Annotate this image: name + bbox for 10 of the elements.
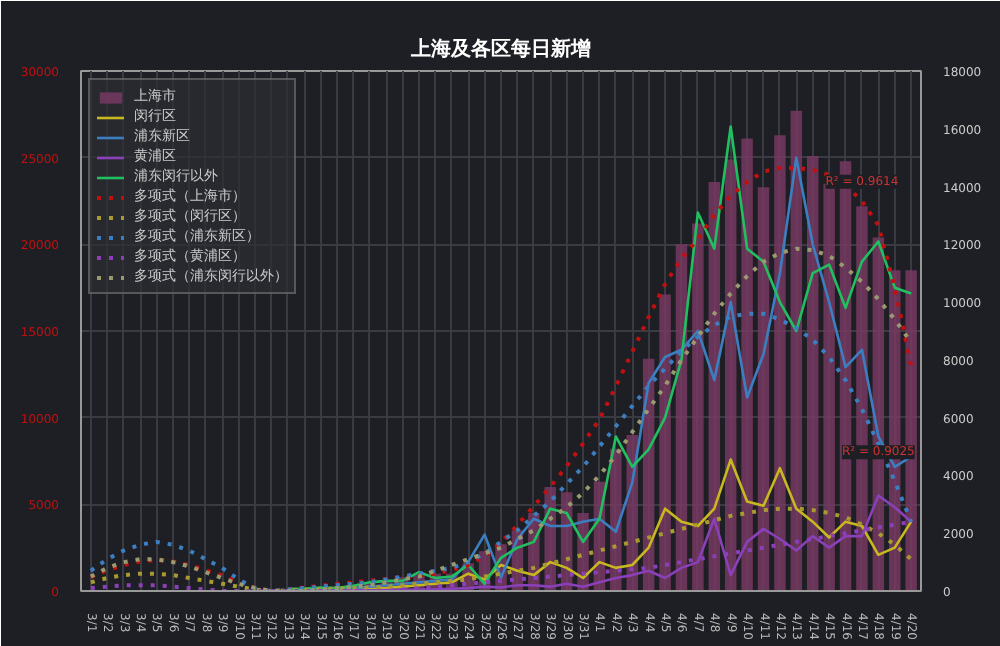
bar <box>692 223 704 591</box>
bar <box>856 206 868 591</box>
line-series <box>88 246 914 591</box>
line-series <box>88 166 914 591</box>
chart-title: 上海及各区每日新增 <box>409 37 591 61</box>
line-series <box>88 506 914 591</box>
bar <box>659 294 671 591</box>
bar <box>774 135 786 591</box>
bar <box>741 138 753 591</box>
bar <box>823 183 835 591</box>
